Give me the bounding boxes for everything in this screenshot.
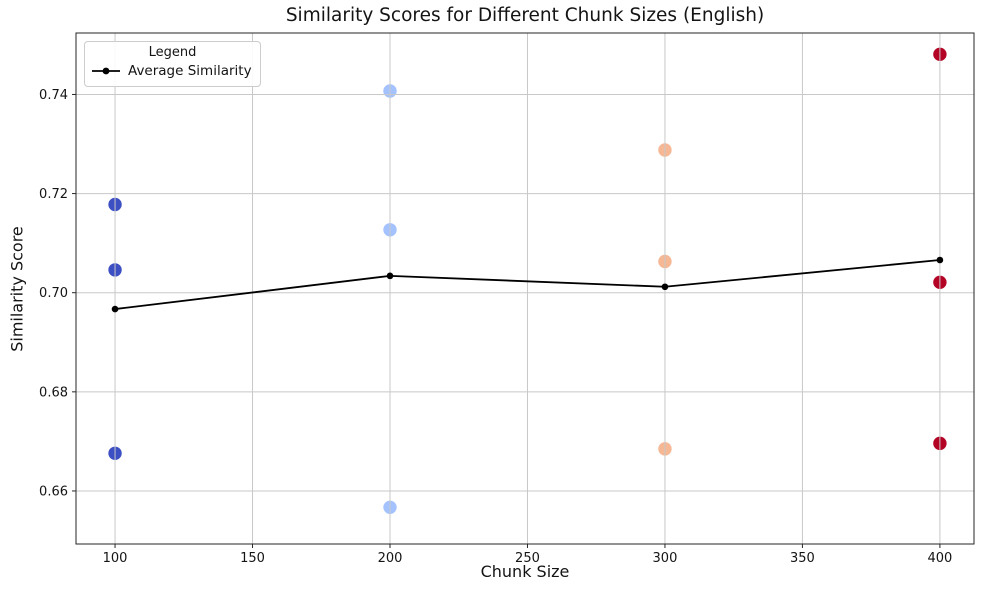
average-point	[386, 272, 394, 280]
y-tick-label: 0.70	[39, 286, 68, 301]
x-tick-label: 200	[378, 551, 403, 566]
legend-entry-label: Average Similarity	[128, 63, 252, 79]
x-axis-label: Chunk Size	[480, 562, 570, 581]
legend-title: Legend	[148, 45, 197, 60]
y-tick-label: 0.68	[39, 385, 68, 400]
y-tick-label: 0.66	[39, 484, 68, 499]
y-tick-label: 0.74	[39, 88, 68, 103]
average-line	[114, 259, 940, 310]
axes-layer: 100 150 200 250 300 350 400 0.66 0.68 0.70 0.72 0.7…	[39, 32, 975, 566]
x-tick-label: 250	[515, 551, 540, 566]
x-tick-label: 350	[790, 551, 815, 566]
average-point	[111, 305, 119, 313]
x-tick-label: 100	[103, 551, 128, 566]
plot-border	[75, 32, 975, 545]
average-point	[936, 256, 944, 264]
average-point	[661, 283, 669, 291]
legend-dot	[102, 67, 110, 75]
average-line-layer	[111, 256, 944, 313]
chart-title: Similarity Scores for Different Chunk Si…	[285, 5, 765, 26]
x-tick-label: 150	[240, 551, 265, 566]
average-line-marker-icon	[92, 67, 120, 75]
x-tick-label: 300	[653, 551, 678, 566]
y-tick-label: 0.72	[39, 187, 68, 202]
legend-entry-average-similarity: Average Similarity	[85, 62, 260, 80]
legend: Legend Average Similarity	[84, 41, 261, 87]
y-axis-label: Similarity Score	[7, 226, 27, 352]
grid-layer	[76, 33, 974, 544]
x-tick-label: 400	[927, 551, 952, 566]
